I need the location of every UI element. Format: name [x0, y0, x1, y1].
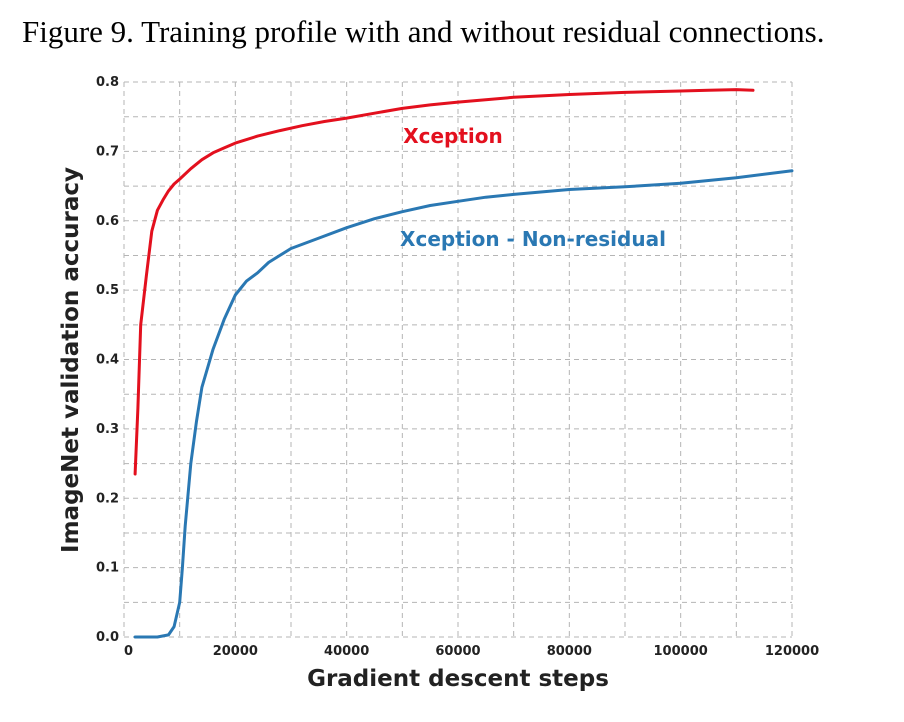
x-tick-label: 40000: [324, 644, 369, 659]
x-tick-label: 80000: [547, 644, 592, 659]
y-tick-label: 0.7: [96, 144, 119, 159]
y-tick-label: 0.0: [96, 630, 119, 645]
series-line-non-residual: [133, 169, 794, 639]
series-label-xception: Xception: [403, 124, 503, 148]
x-tick-label: 60000: [435, 644, 480, 659]
y-tick-label: 0.8: [96, 75, 119, 90]
x-tick-label: 0: [124, 644, 133, 659]
y-tick-label: 0.3: [96, 422, 119, 437]
x-tick-label: 100000: [654, 644, 708, 659]
y-tick-label: 0.6: [96, 214, 119, 229]
y-tick-label: 0.2: [96, 491, 119, 506]
y-tick-label: 0.4: [96, 353, 119, 368]
y-axis-label: ImageNet validation accuracy: [58, 167, 84, 553]
series-line-xception: [133, 88, 755, 476]
y-tick-label: 0.5: [96, 283, 119, 298]
x-tick-label: 120000: [765, 644, 819, 659]
series-label-non-residual: Xception - Non-residual: [400, 227, 666, 251]
x-axis-label: Gradient descent steps: [307, 666, 609, 692]
grid: [123, 81, 793, 638]
x-tick-label: 20000: [213, 644, 258, 659]
tick-labels: 0.0 0.1 0.2 0.3 0.4 0.5 0.6 0.7 0.8 0 20000 40000 60…: [96, 75, 819, 659]
figure-caption: Figure 9. Training profile with and with…: [22, 14, 825, 49]
series-lines: [133, 88, 794, 639]
y-tick-label: 0.1: [96, 561, 119, 576]
